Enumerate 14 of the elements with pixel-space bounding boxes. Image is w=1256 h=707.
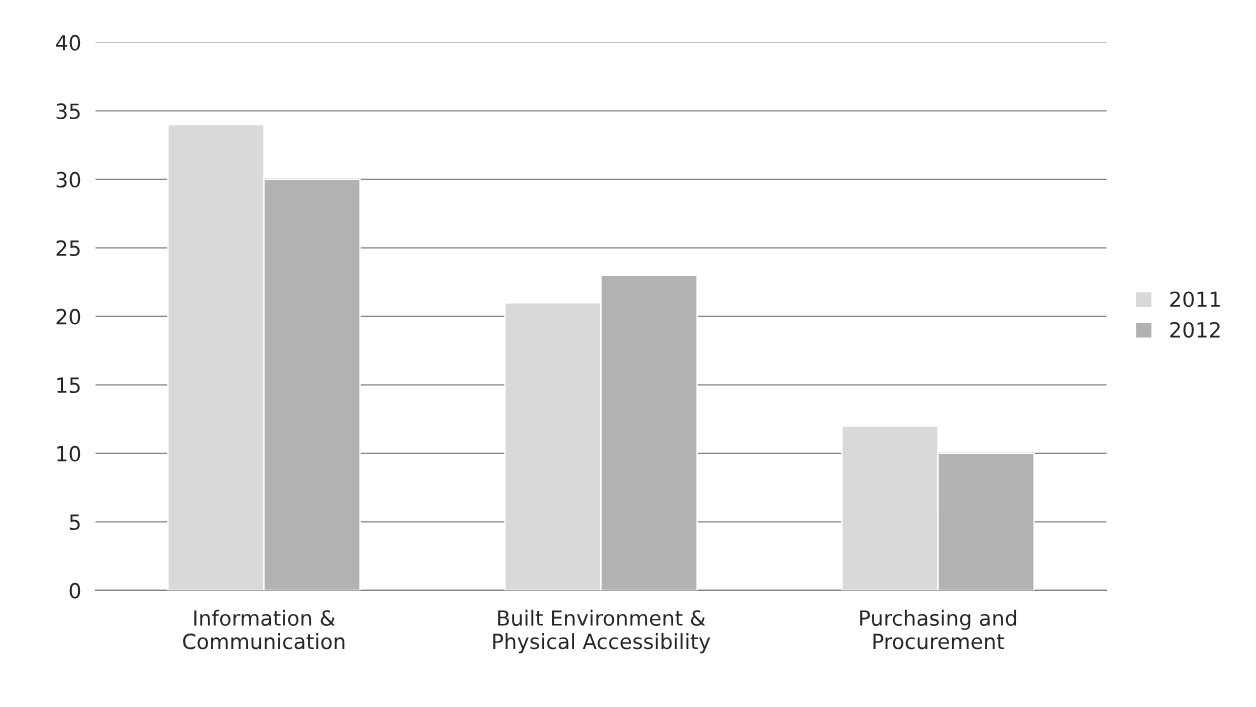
y-tick-label: 35	[56, 103, 80, 120]
y-tick-label: 30	[56, 171, 81, 188]
x-tick-label: Information & Communication	[183, 609, 345, 650]
x-tick-label: Purchasing and Procurement	[860, 609, 1017, 650]
x-tick-label: Built Environment & Physical Accessibility	[493, 609, 711, 654]
y-tick-label: 15	[57, 377, 80, 394]
y-tick-label: 10	[57, 445, 81, 462]
y-tick-label: 5	[69, 514, 80, 531]
y-tick-label: 20	[56, 308, 81, 325]
y-tick-label: 25	[56, 240, 80, 257]
legend-label: 2012	[1170, 321, 1220, 338]
y-tick-label: 0	[69, 582, 81, 599]
legend-label: 2011	[1170, 291, 1220, 308]
y-tick-label: 40	[56, 34, 81, 51]
